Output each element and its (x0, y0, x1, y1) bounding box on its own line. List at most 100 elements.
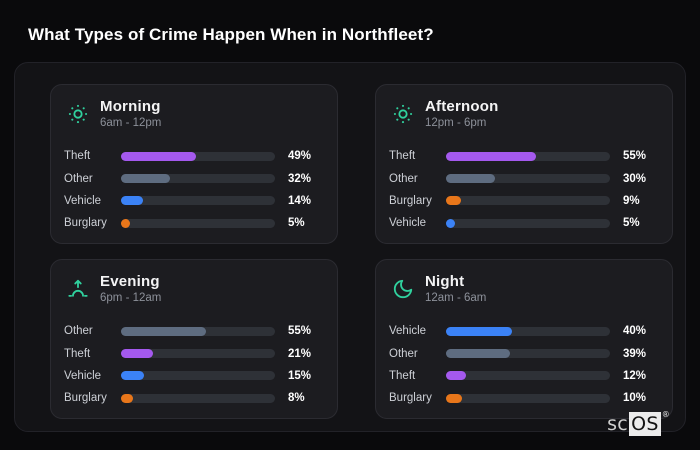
card-title: Evening (100, 273, 160, 290)
card-title: Morning (100, 98, 161, 115)
bar-row-vehicle: Vehicle 14% (64, 190, 322, 212)
bar-track (121, 349, 275, 359)
bar-fill (121, 151, 197, 161)
bar-track (121, 371, 275, 381)
bar-track (121, 151, 275, 161)
bar-fill (121, 174, 171, 184)
bar-row-burglary: Burglary 10% (389, 387, 657, 409)
value-label: 21% (288, 347, 312, 360)
bar-fill (121, 349, 154, 359)
bar-track (446, 174, 610, 184)
category-label: Theft (389, 369, 416, 382)
card-header-text: Evening 6pm - 12am (100, 273, 161, 304)
bar-row-other: Other 55% (64, 320, 322, 342)
bar-track (121, 326, 275, 336)
bar-list: Theft 49% Other 32% Vehicle 14% Burglary 5% (64, 145, 322, 235)
crime-times-panel: Morning 6am - 12pm Theft 49% Other 32% Vehicle… (14, 62, 686, 432)
category-label: Burglary (64, 217, 107, 230)
bar-row-other: Other 30% (389, 167, 657, 189)
bar-fill (121, 371, 145, 381)
bar-track (446, 326, 610, 336)
bar-list: Vehicle 40% Other 39% Theft 12% Burglary 10% (389, 320, 657, 410)
bar-fill (446, 218, 455, 228)
sunrise-icon (66, 277, 90, 301)
category-label: Burglary (64, 392, 107, 405)
bar-row-theft: Theft 49% (64, 145, 322, 167)
time-card-evening: Evening 6pm - 12am Other 55% Theft 21% Vehicle… (50, 259, 338, 419)
scos-watermark: sc OS ® (607, 411, 670, 436)
category-label: Burglary (389, 392, 432, 405)
card-header: Evening 6pm - 12am (66, 273, 322, 304)
category-label: Vehicle (389, 325, 427, 338)
page-title: What Types of Crime Happen When in North… (28, 25, 434, 44)
card-title: Night (425, 273, 465, 290)
category-label: Vehicle (64, 369, 102, 382)
bar-fill (446, 349, 510, 359)
cards-grid: Morning 6am - 12pm Theft 49% Other 32% Vehicle… (50, 84, 673, 419)
value-label: 15% (288, 369, 312, 382)
bar-fill (446, 393, 463, 403)
category-label: Theft (64, 347, 91, 360)
value-label: 49% (288, 150, 312, 163)
bar-row-theft: Theft 21% (64, 342, 322, 364)
value-label: 5% (623, 217, 640, 230)
card-subtitle: 6am - 12pm (100, 117, 162, 129)
value-label: 10% (623, 392, 647, 405)
bar-track (446, 218, 610, 228)
moon-icon (391, 277, 415, 301)
value-label: 5% (288, 217, 305, 230)
watermark-prefix: sc (607, 413, 629, 435)
value-label: 8% (288, 392, 305, 405)
bar-fill (446, 174, 496, 184)
bar-fill (446, 151, 537, 161)
bar-list: Theft 55% Other 30% Burglary 9% Vehicle 5% (389, 145, 657, 235)
bar-track (121, 218, 275, 228)
card-subtitle: 12am - 6am (425, 292, 487, 304)
bar-list: Other 55% Theft 21% Vehicle 15% Burglary 8% (64, 320, 322, 410)
value-label: 14% (288, 194, 312, 207)
category-label: Other (389, 347, 418, 360)
category-label: Vehicle (64, 194, 102, 207)
bar-row-other: Other 39% (389, 342, 657, 364)
time-card-night: Night 12am - 6am Vehicle 40% Other 39% Theft 12… (375, 259, 673, 419)
card-header: Afternoon 12pm - 6pm (391, 98, 657, 129)
time-card-morning: Morning 6am - 12pm Theft 49% Other 32% Vehicle… (50, 84, 338, 244)
card-title: Afternoon (425, 98, 499, 115)
bar-track (446, 196, 610, 206)
bar-fill (446, 196, 461, 206)
bar-row-burglary: Burglary 9% (389, 190, 657, 212)
value-label: 55% (288, 325, 312, 338)
value-label: 12% (623, 369, 647, 382)
bar-track (446, 371, 610, 381)
card-header-text: Morning 6am - 12pm (100, 98, 161, 129)
bar-track (446, 349, 610, 359)
bar-fill (121, 218, 130, 228)
bar-fill (121, 196, 143, 206)
bar-fill (446, 326, 512, 336)
sun-icon (391, 102, 415, 126)
bar-fill (446, 371, 466, 381)
card-header: Morning 6am - 12pm (66, 98, 322, 129)
value-label: 30% (623, 172, 647, 185)
bar-row-burglary: Burglary 8% (64, 387, 322, 409)
card-subtitle: 12pm - 6pm (425, 117, 487, 129)
card-header: Night 12am - 6am (391, 273, 657, 304)
bar-row-vehicle: Vehicle 5% (389, 212, 657, 234)
card-subtitle: 6pm - 12am (100, 292, 162, 304)
category-label: Other (64, 325, 93, 338)
bar-row-theft: Theft 55% (389, 145, 657, 167)
category-label: Theft (389, 150, 416, 163)
value-label: 32% (288, 172, 312, 185)
bar-row-burglary: Burglary 5% (64, 212, 322, 234)
category-label: Other (389, 172, 418, 185)
bar-track (446, 393, 610, 403)
registered-trademark-icon: ® (661, 410, 670, 419)
bar-row-vehicle: Vehicle 15% (64, 365, 322, 387)
category-label: Theft (64, 150, 91, 163)
bar-row-other: Other 32% (64, 167, 322, 189)
sun-icon (66, 102, 90, 126)
bar-row-theft: Theft 12% (389, 365, 657, 387)
watermark-boxed-text: OS (629, 412, 661, 436)
card-header-text: Night 12am - 6am (425, 273, 486, 304)
bar-fill (121, 326, 206, 336)
